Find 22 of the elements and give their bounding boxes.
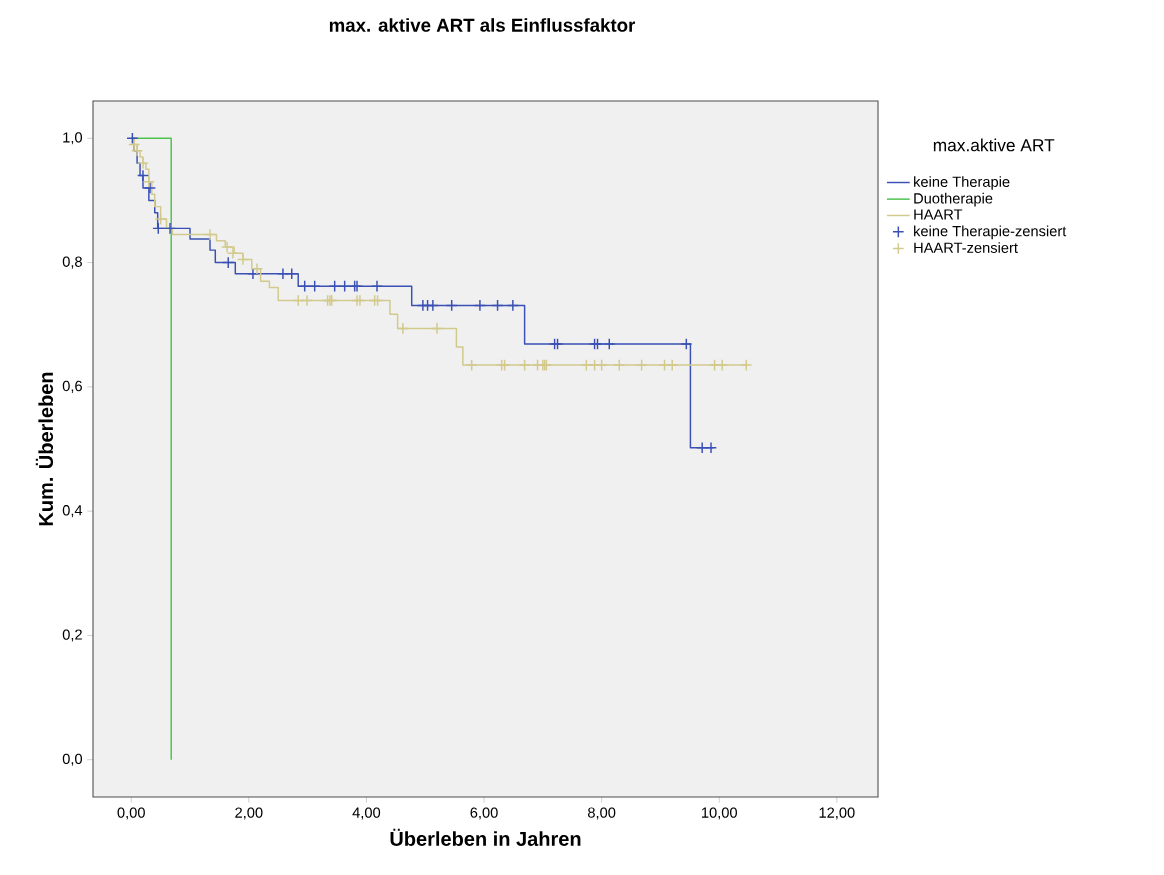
y-tick-label: 1,0 (63, 132, 83, 145)
x-tick-label: 6,00 (470, 807, 498, 820)
legend-title: max.aktive ART (933, 138, 1055, 152)
x-tick-label: 0,00 (117, 807, 145, 820)
y-tick-label: 0,4 (62, 505, 83, 518)
y-axis-title: Kum. Überleben (35, 372, 54, 526)
x-tick-label: 10,00 (702, 807, 737, 820)
y-tick-label: 0,6 (62, 380, 82, 393)
legend-label: Duotherapie (914, 192, 993, 207)
legend-label: HAART-zensiert (914, 242, 1018, 253)
y-tick-label: 0,0 (62, 753, 83, 766)
legend-label: keine Therapie-zensiert (914, 225, 1067, 240)
legend-label: keine Therapie (914, 176, 1010, 190)
x-tick-label: 8,00 (587, 807, 616, 820)
chart-title: max. aktive ART als Einflussfaktor (329, 18, 636, 32)
legend-label: HAART (914, 209, 963, 220)
x-axis-title: Überleben in Jahren (390, 828, 581, 846)
x-tick-label: 2,00 (235, 807, 263, 820)
x-tick-label: 4,00 (352, 807, 381, 820)
y-tick-label: 0,8 (62, 256, 82, 269)
y-tick-label: 0,2 (62, 629, 82, 642)
x-tick-label: 12,00 (819, 807, 855, 820)
